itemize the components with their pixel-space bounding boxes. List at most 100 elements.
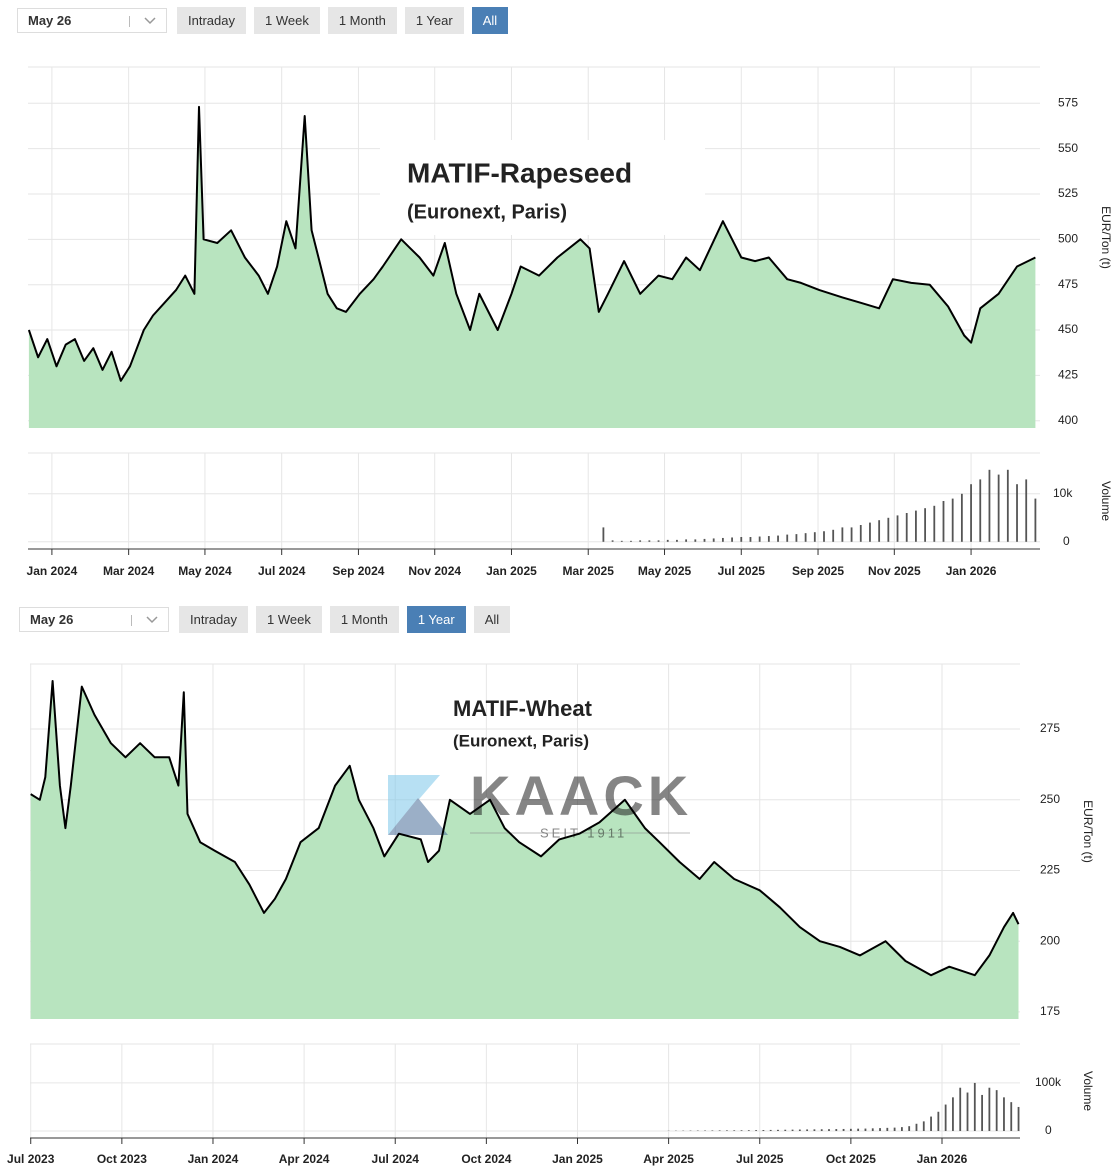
volume-bar (1034, 498, 1037, 542)
volume-bar (887, 517, 890, 542)
toolbar: May 26 Intraday 1 Week 1 Month 1 Year All (19, 606, 511, 633)
volume-bar (960, 493, 963, 542)
range-button[interactable]: 1 Week (255, 606, 322, 633)
volume-tick-label: 0 (1045, 1123, 1052, 1137)
range-button[interactable]: All (471, 7, 509, 34)
watermark-text: KAACK (470, 764, 692, 827)
x-tick-label: May 2025 (638, 564, 692, 578)
price-area (30, 681, 1019, 1019)
volume-bar (933, 505, 936, 542)
volume-tick-label: 10k (1053, 486, 1073, 500)
date-select-label: May 26 (30, 612, 74, 627)
x-tick-label: Oct 2023 (97, 1152, 147, 1166)
volume-bar (630, 540, 632, 542)
volume-bar (755, 1130, 757, 1131)
volume-bar (905, 513, 908, 542)
date-select[interactable]: May 26 (17, 8, 167, 33)
volume-bar (712, 538, 715, 542)
range-button[interactable]: 1 Month (327, 7, 397, 34)
price-area (28, 106, 1036, 429)
volume-bar (942, 501, 945, 542)
volume-bar (685, 539, 688, 542)
x-tick-label: Nov 2024 (408, 564, 461, 578)
y-tick-label: 250 (1040, 792, 1060, 806)
select-divider (131, 615, 132, 626)
y-tick-label: 275 (1040, 721, 1060, 735)
x-tick-label: Oct 2024 (461, 1152, 511, 1166)
volume-axis-label: Volume (1081, 1071, 1095, 1111)
volume-bar (878, 520, 881, 542)
range-button[interactable]: Intraday (179, 606, 248, 633)
title-background (380, 140, 705, 235)
volume-bar (896, 515, 899, 542)
volume-bar (828, 1129, 830, 1131)
volume-bar (694, 539, 697, 542)
x-tick-label: May 2024 (178, 564, 232, 578)
y-tick-label: 475 (1058, 277, 1078, 291)
x-tick-label: Jan 2026 (917, 1152, 968, 1166)
volume-bar (731, 537, 733, 542)
volume-axis-label: Volume (1099, 481, 1113, 521)
volume-bar (733, 1130, 736, 1131)
volume-bar (832, 529, 835, 542)
y-tick-label: 400 (1058, 413, 1078, 427)
volume-bar (784, 1129, 787, 1131)
volume-bar (886, 1127, 889, 1131)
range-button[interactable]: All (473, 606, 511, 633)
y-tick-label: 525 (1058, 186, 1078, 200)
volume-bar (951, 498, 954, 542)
x-tick-label: Sep 2024 (332, 564, 384, 578)
y-axis-label: EUR/Ton (t) (1099, 206, 1113, 269)
x-tick-label: Jan 2025 (552, 1152, 603, 1166)
volume-bar (857, 1128, 860, 1131)
x-tick-label: Jul 2023 (7, 1152, 55, 1166)
range-button[interactable]: Intraday (177, 7, 246, 34)
x-tick-label: Jul 2024 (258, 564, 306, 578)
x-tick-label: Mar 2024 (103, 564, 155, 578)
volume-bar (666, 539, 669, 542)
date-select[interactable]: May 26 (19, 607, 169, 632)
volume-bar (795, 534, 798, 542)
volume-bar (850, 527, 853, 542)
volume-bar (767, 536, 770, 542)
volume-bar (769, 1129, 772, 1131)
volume-bar (952, 1097, 954, 1131)
volume-bar (740, 1130, 743, 1131)
range-button[interactable]: 1 Year (406, 606, 466, 633)
volume-bar (944, 1104, 947, 1131)
y-tick-label: 425 (1058, 368, 1078, 382)
chart-subtitle: (Euronext, Paris) (407, 201, 567, 223)
y-tick-label: 575 (1058, 95, 1078, 109)
volume-bar (842, 1128, 845, 1131)
volume-bar (762, 1130, 765, 1131)
volume-bar (915, 1123, 918, 1131)
volume-bar (657, 540, 660, 542)
x-tick-label: Jan 2024 (27, 564, 78, 578)
volume-bar (908, 1126, 911, 1131)
chart-title: MATIF-Wheat (453, 696, 593, 721)
volume-bar (959, 1087, 962, 1131)
volume-bar (823, 531, 825, 542)
volume-bar (711, 1130, 714, 1131)
volume-bar (893, 1127, 896, 1131)
x-tick-label: Apr 2024 (279, 1152, 330, 1166)
range-button[interactable]: 1 Week (253, 7, 320, 34)
volume-bar (758, 536, 761, 542)
volume-bar (703, 538, 706, 542)
volume-bar (900, 1127, 903, 1131)
x-tick-label: Sep 2025 (792, 564, 844, 578)
volume-bar (1006, 469, 1009, 542)
volume-bar (864, 1128, 867, 1131)
volume-bar (726, 1130, 728, 1131)
volume-bar (1025, 479, 1028, 542)
select-divider (129, 16, 130, 27)
range-button[interactable]: 1 Year (404, 7, 464, 34)
x-tick-label: Nov 2025 (868, 564, 921, 578)
volume-bar (740, 537, 743, 542)
volume-bar (798, 1129, 801, 1131)
volume-bar (620, 540, 623, 542)
volume-bar (879, 1128, 881, 1131)
range-button[interactable]: 1 Month (329, 606, 399, 633)
